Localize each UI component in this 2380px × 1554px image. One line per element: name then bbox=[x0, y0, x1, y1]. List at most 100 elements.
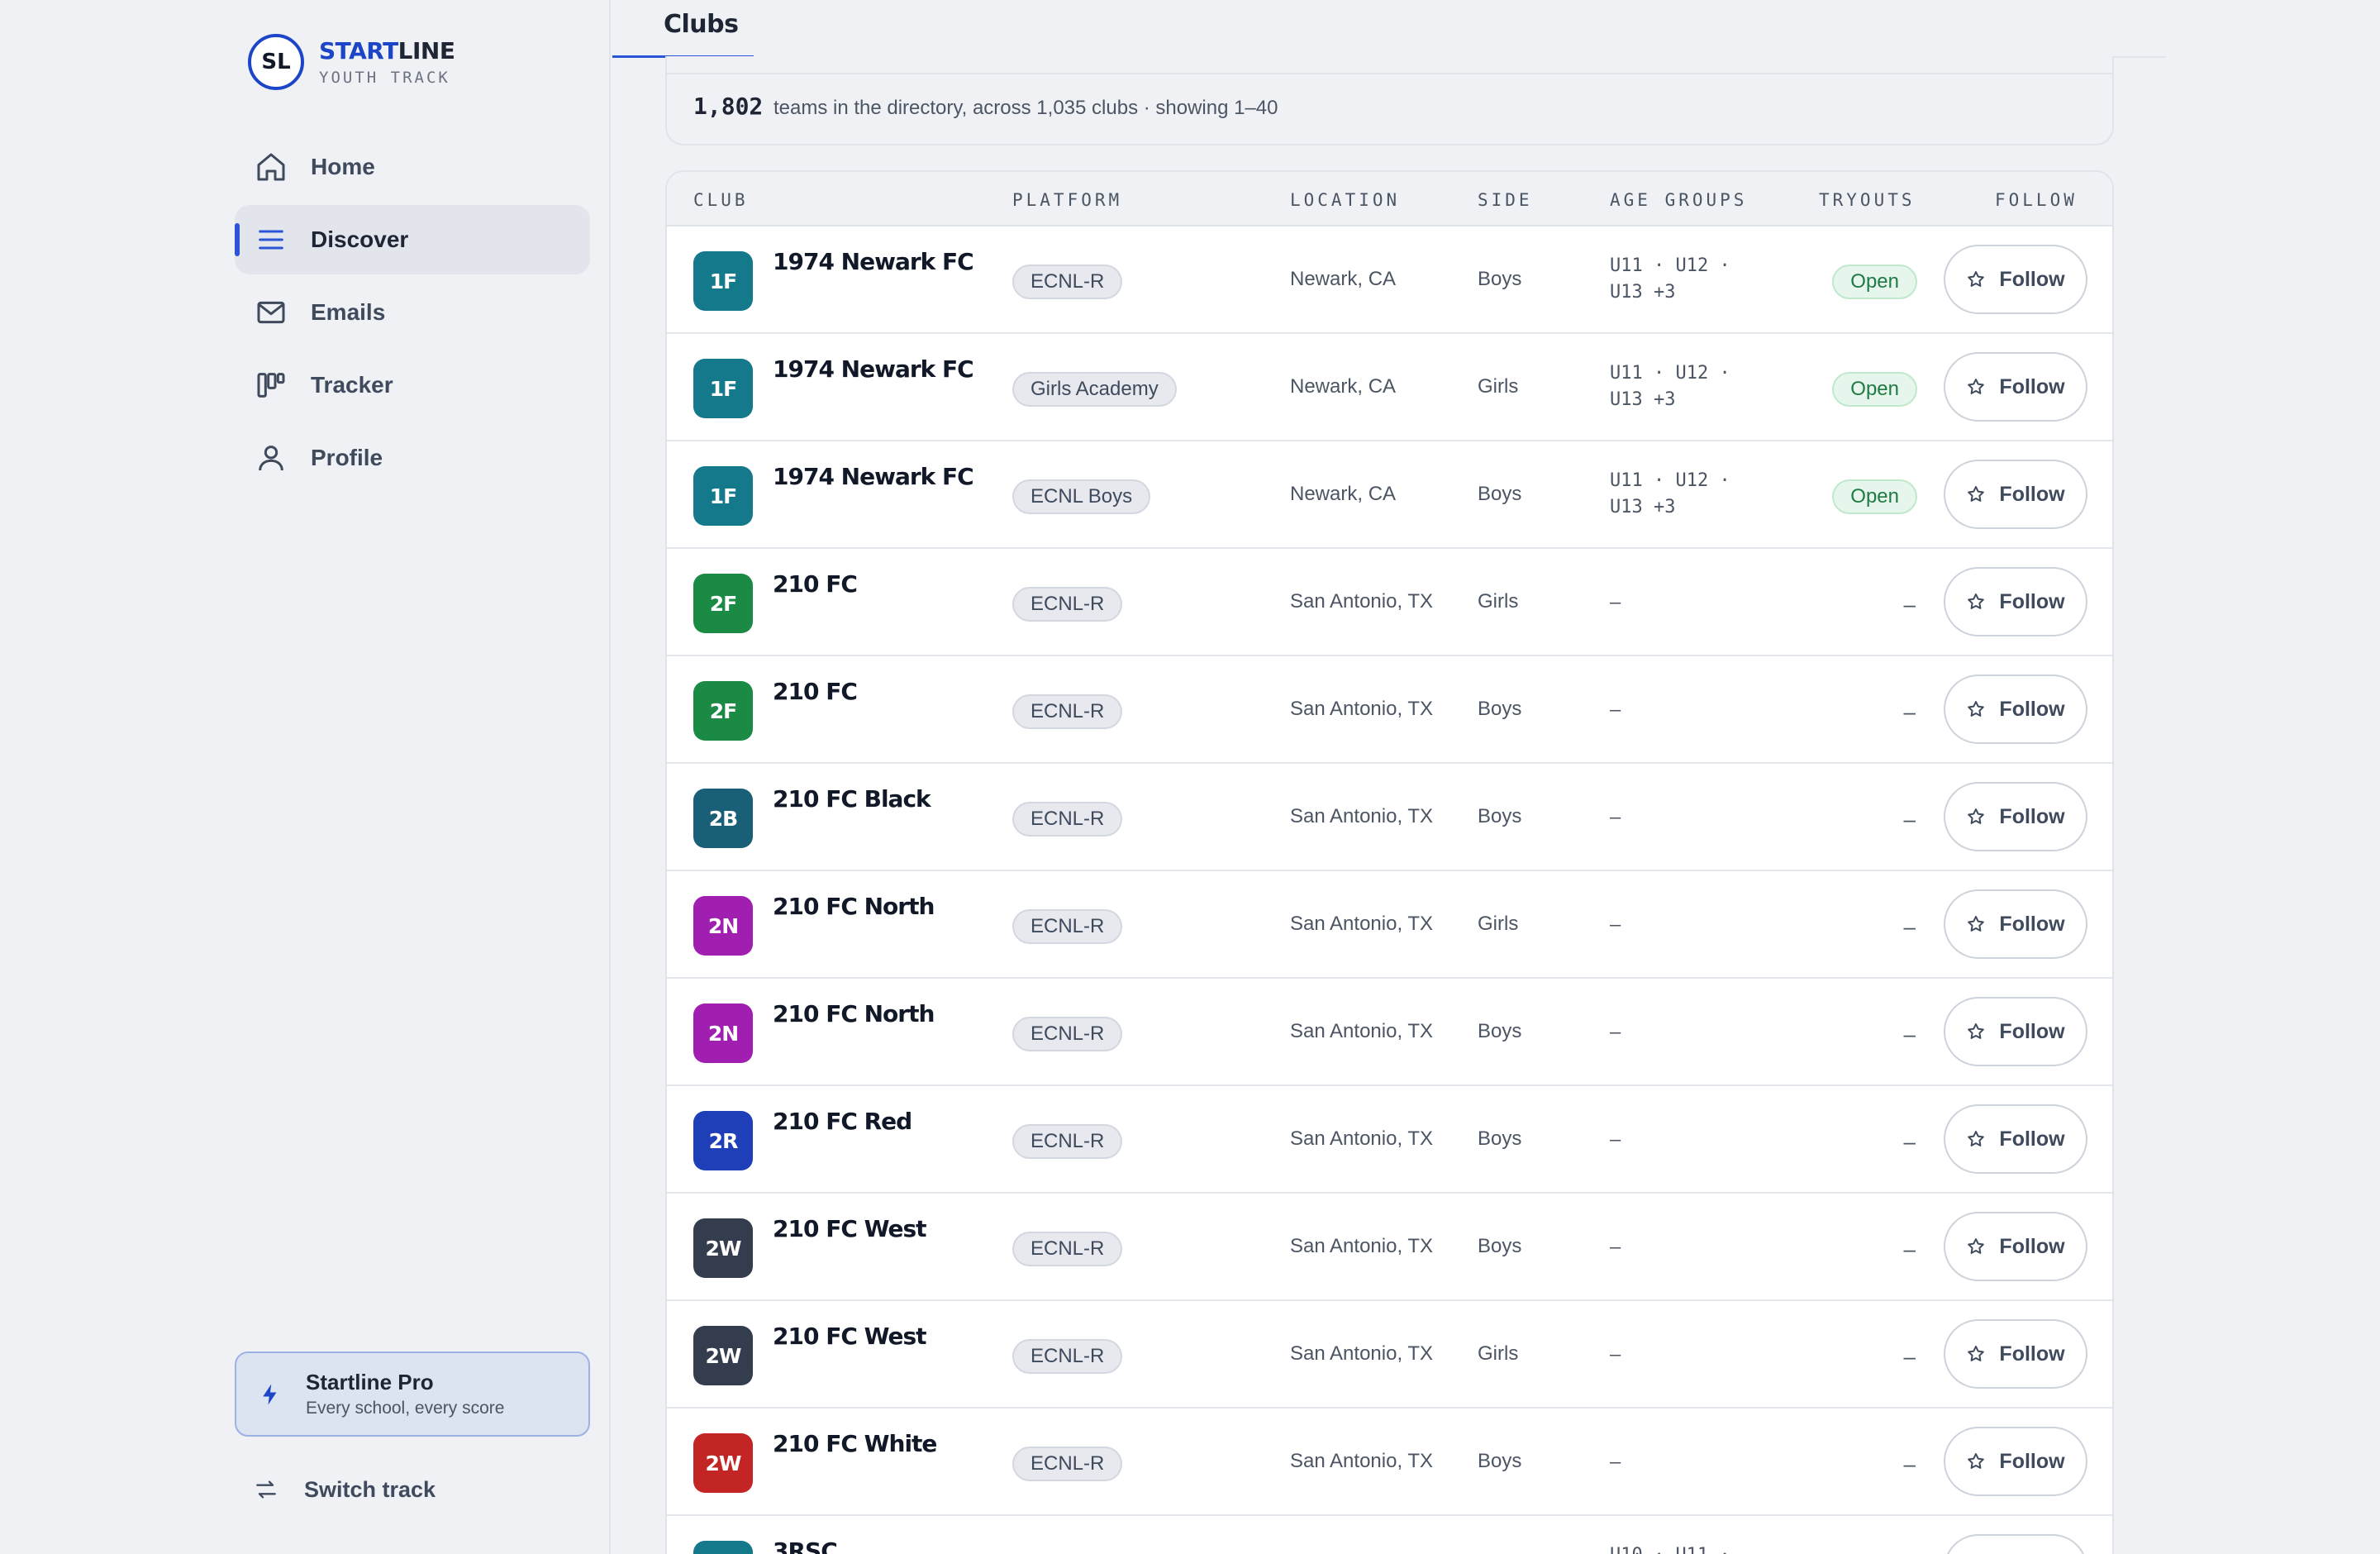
brand-name-part-a: START bbox=[319, 37, 398, 64]
follow-button[interactable]: Follow bbox=[1944, 675, 2087, 744]
header-club[interactable]: CLUB bbox=[693, 190, 749, 210]
star-icon bbox=[1968, 593, 1985, 609]
age-groups-line: – bbox=[1610, 1130, 1621, 1151]
club-side: Boys bbox=[1478, 1235, 1522, 1257]
club-location: San Antonio, TX bbox=[1290, 1235, 1434, 1257]
header-age-groups[interactable]: AGE GROUPS bbox=[1610, 190, 1748, 210]
follow-button[interactable]: Follow bbox=[1944, 1104, 2087, 1174]
tryouts-status: – bbox=[1903, 913, 1916, 939]
club-name[interactable]: 1974 Newark FC bbox=[773, 248, 974, 275]
club-name[interactable]: 210 FC Black bbox=[773, 785, 931, 813]
table-body: 1F 1974 Newark FC ECNL-R Newark, CA Boys U11 … bbox=[667, 226, 2112, 1554]
follow-button[interactable]: Follow bbox=[1944, 889, 2087, 959]
table-row[interactable]: 1F 1974 Newark FC ECNL Boys Newark, CA Boys U… bbox=[667, 441, 2112, 549]
table-row[interactable]: 2N 210 FC North ECNL-R San Antonio, TX Girls… bbox=[667, 871, 2112, 979]
age-groups-line: – bbox=[1610, 1345, 1621, 1366]
platform-badge: Girls Academy bbox=[1012, 372, 1177, 407]
table-row[interactable]: 2N 210 FC North ECNL-R San Antonio, TX Boys –… bbox=[667, 979, 2112, 1086]
club-side: Girls bbox=[1478, 375, 1519, 398]
club-name[interactable]: 1974 Newark FC bbox=[773, 355, 974, 383]
sidebar-item-emails[interactable]: Emails bbox=[235, 278, 590, 347]
table-row[interactable]: 2B 210 FC Black ECNL-R San Antonio, TX Boys –… bbox=[667, 764, 2112, 871]
club-name[interactable]: 210 FC North bbox=[773, 893, 935, 920]
club-name[interactable]: 210 FC Red bbox=[773, 1108, 912, 1135]
platform-badge: ECNL-R bbox=[1012, 909, 1123, 944]
age-groups: U11 · U12 · U13 +3 bbox=[1610, 468, 1759, 521]
follow-button[interactable]: Follow bbox=[1944, 1534, 2087, 1554]
follow-button[interactable]: Follow bbox=[1944, 245, 2087, 314]
tryouts-status: Open bbox=[1832, 265, 1917, 299]
follow-label: Follow bbox=[1999, 804, 2065, 828]
table-row[interactable]: 2F 210 FC ECNL-R San Antonio, TX Boys – – Follo… bbox=[667, 656, 2112, 764]
table-row[interactable]: 2W 210 FC West ECNL-R San Antonio, TX Girls –… bbox=[667, 1301, 2112, 1409]
follow-button[interactable]: Follow bbox=[1944, 352, 2087, 422]
sidebar-item-profile[interactable]: Profile bbox=[235, 423, 590, 493]
follow-button[interactable]: Follow bbox=[1944, 782, 2087, 851]
club-name[interactable]: 1974 Newark FC bbox=[773, 463, 974, 490]
club-name[interactable]: 210 FC White bbox=[773, 1430, 937, 1457]
star-icon bbox=[1968, 1453, 1985, 1469]
club-name[interactable]: 210 FC bbox=[773, 678, 858, 705]
header-platform[interactable]: PLATFORM bbox=[1012, 190, 1123, 210]
age-groups: – bbox=[1610, 1450, 1759, 1476]
club-name[interactable]: 210 FC bbox=[773, 570, 858, 598]
club-name[interactable]: 3RSC bbox=[773, 1537, 838, 1554]
header-tryouts[interactable]: TRYOUTS bbox=[1819, 190, 1916, 210]
table-row[interactable]: 2W 210 FC White ECNL-R San Antonio, TX Boys –… bbox=[667, 1409, 2112, 1516]
table-row[interactable]: 2R 210 FC Red ECNL-R San Antonio, TX Boys – – F… bbox=[667, 1086, 2112, 1194]
home-icon bbox=[255, 150, 288, 184]
club-avatar: 2N bbox=[693, 1003, 753, 1063]
club-name[interactable]: 210 FC West bbox=[773, 1323, 927, 1350]
follow-label: Follow bbox=[1999, 1342, 2065, 1366]
sidebar-item-discover[interactable]: Discover bbox=[235, 205, 590, 274]
table-header: CLUB PLATFORM LOCATION SIDE AGE GROUPS T… bbox=[667, 172, 2112, 226]
star-icon bbox=[1968, 808, 1985, 824]
star-icon bbox=[1968, 486, 1985, 502]
follow-button[interactable]: Follow bbox=[1944, 1212, 2087, 1281]
tab-bar: Clubs bbox=[612, 0, 2166, 58]
follow-button[interactable]: Follow bbox=[1944, 567, 2087, 636]
age-groups-line: U13 +3 bbox=[1610, 497, 1676, 517]
age-groups-line: – bbox=[1610, 1237, 1621, 1258]
club-location: San Antonio, TX bbox=[1290, 913, 1434, 935]
table-row[interactable]: 2W 210 FC West ECNL-R San Antonio, TX Boys – –… bbox=[667, 1194, 2112, 1301]
mail-icon bbox=[255, 296, 288, 329]
club-avatar: 2W bbox=[693, 1326, 753, 1385]
club-name[interactable]: 210 FC North bbox=[773, 1000, 935, 1027]
follow-label: Follow bbox=[1999, 1127, 2065, 1151]
switch-track-button[interactable]: Switch track bbox=[253, 1470, 436, 1509]
table-row[interactable]: 1F 1974 Newark FC Girls Academy Newark, CA G… bbox=[667, 334, 2112, 441]
club-avatar: 2W bbox=[693, 1218, 753, 1278]
tryouts-status: – bbox=[1903, 806, 1916, 832]
club-side: Boys bbox=[1478, 1020, 1522, 1042]
follow-button[interactable]: Follow bbox=[1944, 1427, 2087, 1496]
age-groups-line: U11 · U12 · bbox=[1610, 255, 1730, 276]
club-avatar: 2B bbox=[693, 789, 753, 848]
club-side: Boys bbox=[1478, 805, 1522, 827]
header-side[interactable]: SIDE bbox=[1478, 190, 1533, 210]
club-name[interactable]: 210 FC West bbox=[773, 1215, 927, 1242]
follow-button[interactable]: Follow bbox=[1944, 460, 2087, 529]
age-groups-line: U13 +3 bbox=[1610, 282, 1676, 303]
star-icon bbox=[1968, 1238, 1985, 1254]
age-groups-line: U11 · U12 · bbox=[1610, 470, 1730, 491]
age-groups: – bbox=[1610, 913, 1759, 939]
list-icon bbox=[255, 223, 288, 256]
sidebar-item-label: Emails bbox=[311, 299, 386, 325]
follow-button[interactable]: Follow bbox=[1944, 997, 2087, 1066]
header-location[interactable]: LOCATION bbox=[1290, 190, 1401, 210]
club-location: San Antonio, TX bbox=[1290, 1450, 1434, 1472]
tab-clubs[interactable]: Clubs bbox=[612, 0, 754, 58]
sidebar-item-tracker[interactable]: Tracker bbox=[235, 350, 590, 420]
brand[interactable]: SL STARTLINE YOUTH TRACK bbox=[248, 33, 455, 91]
clubs-table: CLUB PLATFORM LOCATION SIDE AGE GROUPS T… bbox=[665, 170, 2114, 1554]
club-side: Boys bbox=[1478, 1450, 1522, 1472]
table-row[interactable]: 2F 210 FC ECNL-R San Antonio, TX Girls – – Foll… bbox=[667, 549, 2112, 656]
table-row[interactable]: 3S3RSCECNL-RU10 · U11 ·Follow bbox=[667, 1516, 2112, 1554]
follow-button[interactable]: Follow bbox=[1944, 1319, 2087, 1389]
club-location: Newark, CA bbox=[1290, 268, 1397, 290]
startline-pro-card[interactable]: Startline Pro Every school, every score bbox=[235, 1351, 590, 1437]
sidebar-item-home[interactable]: Home bbox=[235, 132, 590, 202]
follow-label: Follow bbox=[1999, 1449, 2065, 1473]
table-row[interactable]: 1F 1974 Newark FC ECNL-R Newark, CA Boys U11 … bbox=[667, 226, 2112, 334]
